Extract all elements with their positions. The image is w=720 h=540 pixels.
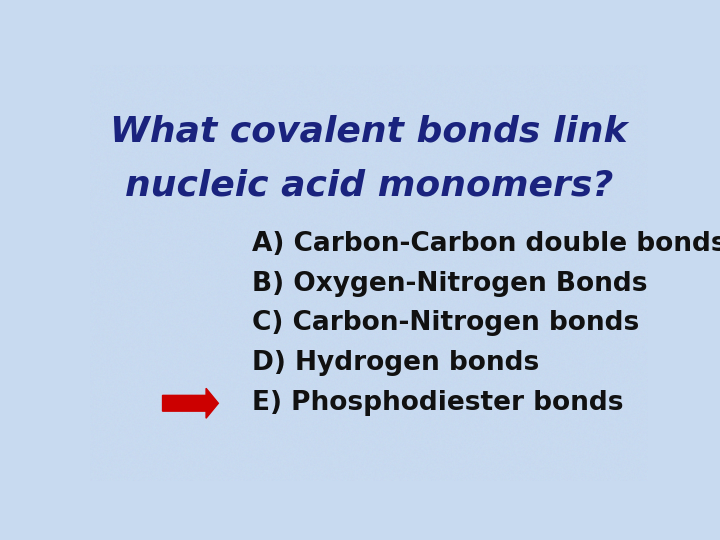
Text: nucleic acid monomers?: nucleic acid monomers? xyxy=(125,168,613,202)
Text: E) Phosphodiester bonds: E) Phosphodiester bonds xyxy=(252,390,624,416)
Text: B) Oxygen-Nitrogen Bonds: B) Oxygen-Nitrogen Bonds xyxy=(252,271,647,296)
FancyArrow shape xyxy=(163,388,218,418)
Text: D) Hydrogen bonds: D) Hydrogen bonds xyxy=(252,350,539,376)
Text: What covalent bonds link: What covalent bonds link xyxy=(110,114,628,148)
Text: C) Carbon-Nitrogen bonds: C) Carbon-Nitrogen bonds xyxy=(252,310,639,336)
Text: A) Carbon-Carbon double bonds: A) Carbon-Carbon double bonds xyxy=(252,231,720,256)
